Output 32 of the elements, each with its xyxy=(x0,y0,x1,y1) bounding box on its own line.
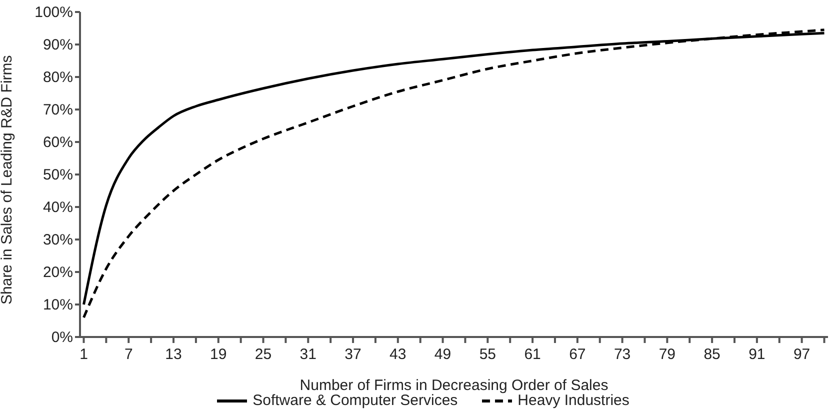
x-tick-label: 85 xyxy=(704,346,720,363)
x-tick-label: 25 xyxy=(254,346,272,363)
x-tick-label: 49 xyxy=(434,346,452,363)
x-tick-label: 91 xyxy=(748,346,766,363)
x-tick-label: 43 xyxy=(390,346,406,363)
x-tick-label: 97 xyxy=(793,346,810,363)
x-tick-label: 37 xyxy=(344,346,362,363)
y-tick-label: 100% xyxy=(34,4,73,21)
y-tick-label: 40% xyxy=(42,199,73,216)
y-tick-label: 70% xyxy=(42,102,73,118)
x-tick-label: 19 xyxy=(210,346,227,363)
x-axis-title: Number of Firms in Decreasing Order of Sales xyxy=(300,377,608,394)
x-tick-label: 1 xyxy=(80,346,88,363)
x-tick-label: 7 xyxy=(124,346,133,363)
legend-label: Heavy Industries xyxy=(516,392,630,409)
y-tick-label: 20% xyxy=(42,264,73,281)
x-tick-label: 61 xyxy=(524,346,541,363)
y-axis-title: Share in Sales of Leading R&D Firms xyxy=(0,55,16,304)
x-tick-label: 73 xyxy=(614,346,631,363)
x-tick-label: 31 xyxy=(300,346,316,363)
y-tick-label: 80% xyxy=(42,69,73,86)
y-tick-label: 50% xyxy=(42,166,73,184)
y-tick-label: 60% xyxy=(42,134,73,151)
x-tick-label: 79 xyxy=(658,346,676,363)
x-tick-label: 13 xyxy=(165,346,182,363)
x-tick-label: 67 xyxy=(569,346,586,363)
y-tick-label: 90% xyxy=(42,36,73,54)
legend-label: Software & Computer Services xyxy=(252,392,458,409)
x-tick-label: 55 xyxy=(479,346,496,363)
y-tick-label: 10% xyxy=(42,296,73,314)
y-tick-label: 0% xyxy=(51,329,73,346)
y-tick-label: 30% xyxy=(42,232,73,248)
